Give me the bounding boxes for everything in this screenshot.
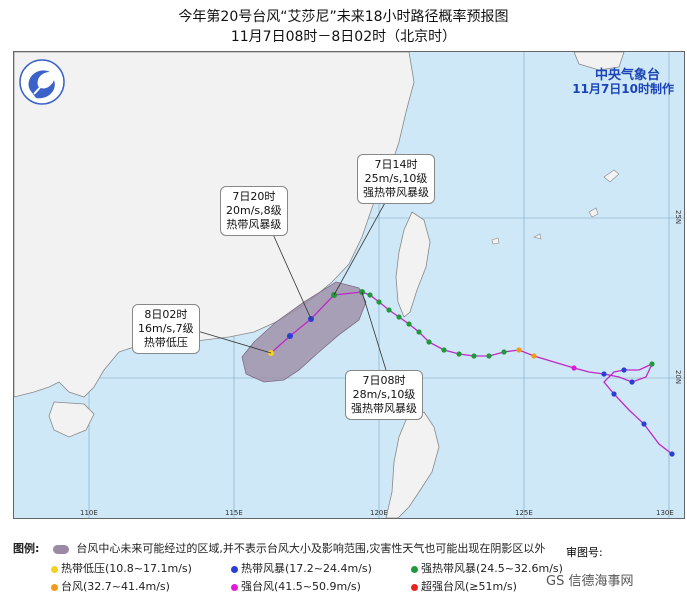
lon-label: 125E xyxy=(515,509,533,517)
legend-item-super: 超强台风(≥51m/s) xyxy=(411,578,517,594)
track-point-sts xyxy=(501,349,507,355)
page-subtitle: 11月7日08时－8日02时（北京时） xyxy=(230,29,457,45)
track-point-sts xyxy=(471,353,477,359)
lon-label: 130E xyxy=(656,509,674,517)
track-point-sts xyxy=(416,329,422,335)
callout-wind: 20m/s,8级 xyxy=(226,204,282,217)
track-point-sts xyxy=(367,292,373,298)
callout-lines xyxy=(193,200,387,371)
callout-grade: 热带低压 xyxy=(143,336,188,349)
watermark: GS 信德海事网 xyxy=(546,574,634,589)
td-dot xyxy=(51,565,58,573)
track-point-sts xyxy=(456,351,462,357)
cone-swatch xyxy=(52,544,69,554)
kyushu-island xyxy=(573,52,625,71)
legend-item-ts: 热带风暴(17.2~24.4m/s) xyxy=(231,560,372,576)
legend-label: 强热带风暴(24.5~32.6m/s) xyxy=(421,562,563,575)
track-point-ts xyxy=(629,379,635,385)
legend-heading: 图例: xyxy=(13,542,40,555)
callout-7d14: 7日14时 25m/s,10级 强热带风暴级 xyxy=(357,154,435,204)
track-point-ty xyxy=(516,347,522,353)
callout-grade: 热带风暴级 xyxy=(226,218,282,231)
page-title: 今年第20号台风“艾莎尼”未来18小时路径概率预报图 xyxy=(178,9,509,25)
callout-time: 7日20时 xyxy=(232,190,276,203)
callout-time: 8日02时 xyxy=(144,308,188,321)
sts-dot xyxy=(411,565,418,573)
legend: 图例: 台风中心未来可能经过的区域,并不表示台风大小及影响范围,灾害性天气也可能… xyxy=(13,536,685,602)
luzon-island xyxy=(385,411,440,518)
observed-markers xyxy=(359,289,675,457)
track-point-ts xyxy=(641,421,647,427)
forecast-point-7d20-b xyxy=(287,333,293,339)
map-svg xyxy=(14,52,684,518)
ty-dot xyxy=(51,583,58,591)
legend-label: 热带低压(10.8~17.1m/s) xyxy=(61,562,192,575)
forecast-cone xyxy=(241,281,367,383)
callout-grade: 强热带风暴级 xyxy=(363,186,429,199)
track-point-sts xyxy=(406,321,412,327)
sty-dot xyxy=(231,583,238,591)
ryukyu-islands xyxy=(491,169,620,245)
callout-grade: 强热带风暴级 xyxy=(351,402,417,415)
legend-item-sts: 强热带风暴(24.5~32.6m/s) xyxy=(411,560,563,576)
legend-item-td: 热带低压(10.8~17.1m/s) xyxy=(51,560,192,576)
legend-label: 超强台风(≥51m/s) xyxy=(421,580,517,593)
callout-7d20: 7日20时 20m/s,8级 热带风暴级 xyxy=(220,186,288,236)
callout-wind: 28m/s,10级 xyxy=(352,388,416,401)
taiwan-island xyxy=(395,211,431,318)
legend-label: 台风(32.7~41.4m/s) xyxy=(61,580,170,593)
callout-time: 7日08时 xyxy=(362,374,406,387)
lon-label: 110E xyxy=(80,509,98,517)
agency-name: 中央气象台 xyxy=(594,68,660,83)
legend-item-ty: 台风(32.7~41.4m/s) xyxy=(51,578,170,594)
lon-label: 120E xyxy=(370,509,388,517)
forecast-map: 中央气象台 11月7日10时制作 7日14时 25m/s,10级 强热带风暴级 … xyxy=(13,51,685,519)
lat-label: 25N xyxy=(674,210,682,225)
legend-item-sty: 强台风(41.5~50.9m/s) xyxy=(231,578,361,594)
legend-label: 热带风暴(17.2~24.4m/s) xyxy=(241,562,372,575)
issue-time: 11月7日10时制作 xyxy=(572,82,674,96)
legend-label: 强台风(41.5~50.9m/s) xyxy=(241,580,361,593)
track-point-ts xyxy=(621,367,627,373)
review-number-label: 审图号: xyxy=(566,546,603,559)
legend-cone-text: 台风中心未来可能经过的区域,并不表示台风大小及影响范围,灾害性天气也可能出现在阴… xyxy=(76,542,546,555)
lon-label: 115E xyxy=(225,509,243,517)
track-point-ts xyxy=(669,451,675,457)
callout-wind: 25m/s,10级 xyxy=(364,172,428,185)
track-point-sts xyxy=(426,339,432,345)
cma-logo xyxy=(19,59,65,105)
lat-label: 20N xyxy=(674,370,682,385)
track-point-sts xyxy=(386,307,392,313)
legend-cone-row: 图例: 台风中心未来可能经过的区域,并不表示台风大小及影响范围,灾害性天气也可能… xyxy=(13,540,545,556)
track-point-sty xyxy=(571,365,577,371)
callout-8d02: 8日02时 16m/s,7级 热带低压 xyxy=(132,304,200,354)
callout-time: 7日14时 xyxy=(374,158,418,171)
track-point-sts xyxy=(376,299,382,305)
super-dot xyxy=(411,583,418,591)
track-point-ts xyxy=(601,371,607,377)
track-point-ts xyxy=(611,391,617,397)
track-point-sts xyxy=(441,347,447,353)
track-point-sts xyxy=(486,353,492,359)
callout-wind: 16m/s,7级 xyxy=(138,322,194,335)
track-point-ty xyxy=(531,353,537,359)
ts-dot xyxy=(231,565,238,573)
hainan-island xyxy=(48,401,95,438)
track-point-sts xyxy=(649,361,655,367)
callout-7d08: 7日08时 28m/s,10级 强热带风暴级 xyxy=(345,370,423,420)
track-point-sts xyxy=(396,314,402,320)
